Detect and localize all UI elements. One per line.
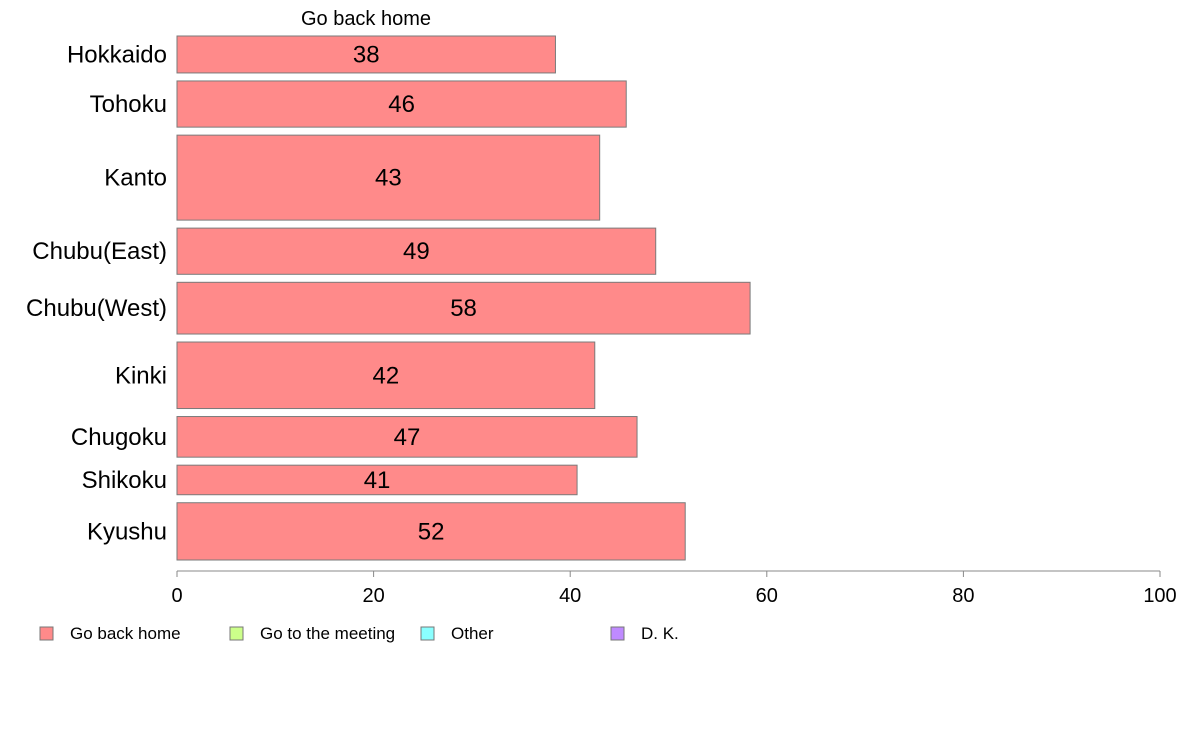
x-tick-label: 20	[362, 585, 384, 607]
x-tick-label: 100	[1143, 585, 1176, 607]
bar-value-label: 46	[388, 91, 415, 118]
bar-value-label: 43	[375, 165, 402, 192]
bar-chubu-west	[176, 281, 751, 335]
bar-chubu-east	[176, 227, 657, 275]
bar-tohoku	[176, 80, 627, 128]
x-axis: 0 20 40 60 80 100	[171, 570, 1177, 607]
legend-swatch	[610, 626, 625, 641]
bar-value-label: 42	[373, 362, 400, 389]
legend: Go back home Go to the meeting Other D. K.	[39, 624, 679, 643]
category-label: Chubu(West)	[26, 295, 167, 322]
legend-swatch	[39, 626, 54, 641]
bar-shikoku	[176, 464, 578, 496]
bar-chugoku	[176, 416, 638, 458]
bar-value-label: 52	[418, 518, 445, 545]
category-label: Kyushu	[87, 518, 167, 545]
legend-label: D. K.	[641, 624, 679, 643]
category-label: Kanto	[104, 165, 167, 192]
category-label: Kinki	[115, 362, 167, 389]
legend-label: Go back home	[70, 624, 181, 643]
x-tick-label: 40	[559, 585, 581, 607]
legend-swatch	[420, 626, 435, 641]
legend-swatch	[229, 626, 244, 641]
bar-value-label: 58	[450, 295, 477, 322]
category-labels: Hokkaido Tohoku Kanto Chubu(East) Chubu(West…	[26, 41, 167, 545]
category-label: Hokkaido	[67, 41, 167, 68]
x-tick-label: 0	[171, 585, 182, 607]
bar-value-label: 49	[403, 238, 430, 265]
category-label: Tohoku	[90, 91, 167, 118]
category-label: Chugoku	[71, 424, 167, 451]
bar-value-label: 41	[364, 467, 391, 494]
bar-kanto	[176, 134, 601, 221]
legend-label: Go to the meeting	[260, 624, 395, 643]
bar-kyushu	[176, 502, 686, 561]
bar-hokkaido	[176, 35, 556, 74]
x-tick-label: 80	[952, 585, 974, 607]
category-label: Chubu(East)	[32, 238, 167, 265]
legend-label: Other	[451, 624, 494, 643]
chart-title: Go back home	[301, 8, 431, 30]
category-label: Shikoku	[82, 467, 167, 494]
x-tick-label: 60	[756, 585, 778, 607]
bar-value-label: 47	[394, 424, 421, 451]
bar-value-label: 38	[353, 41, 380, 68]
bar-kinki	[176, 341, 596, 410]
